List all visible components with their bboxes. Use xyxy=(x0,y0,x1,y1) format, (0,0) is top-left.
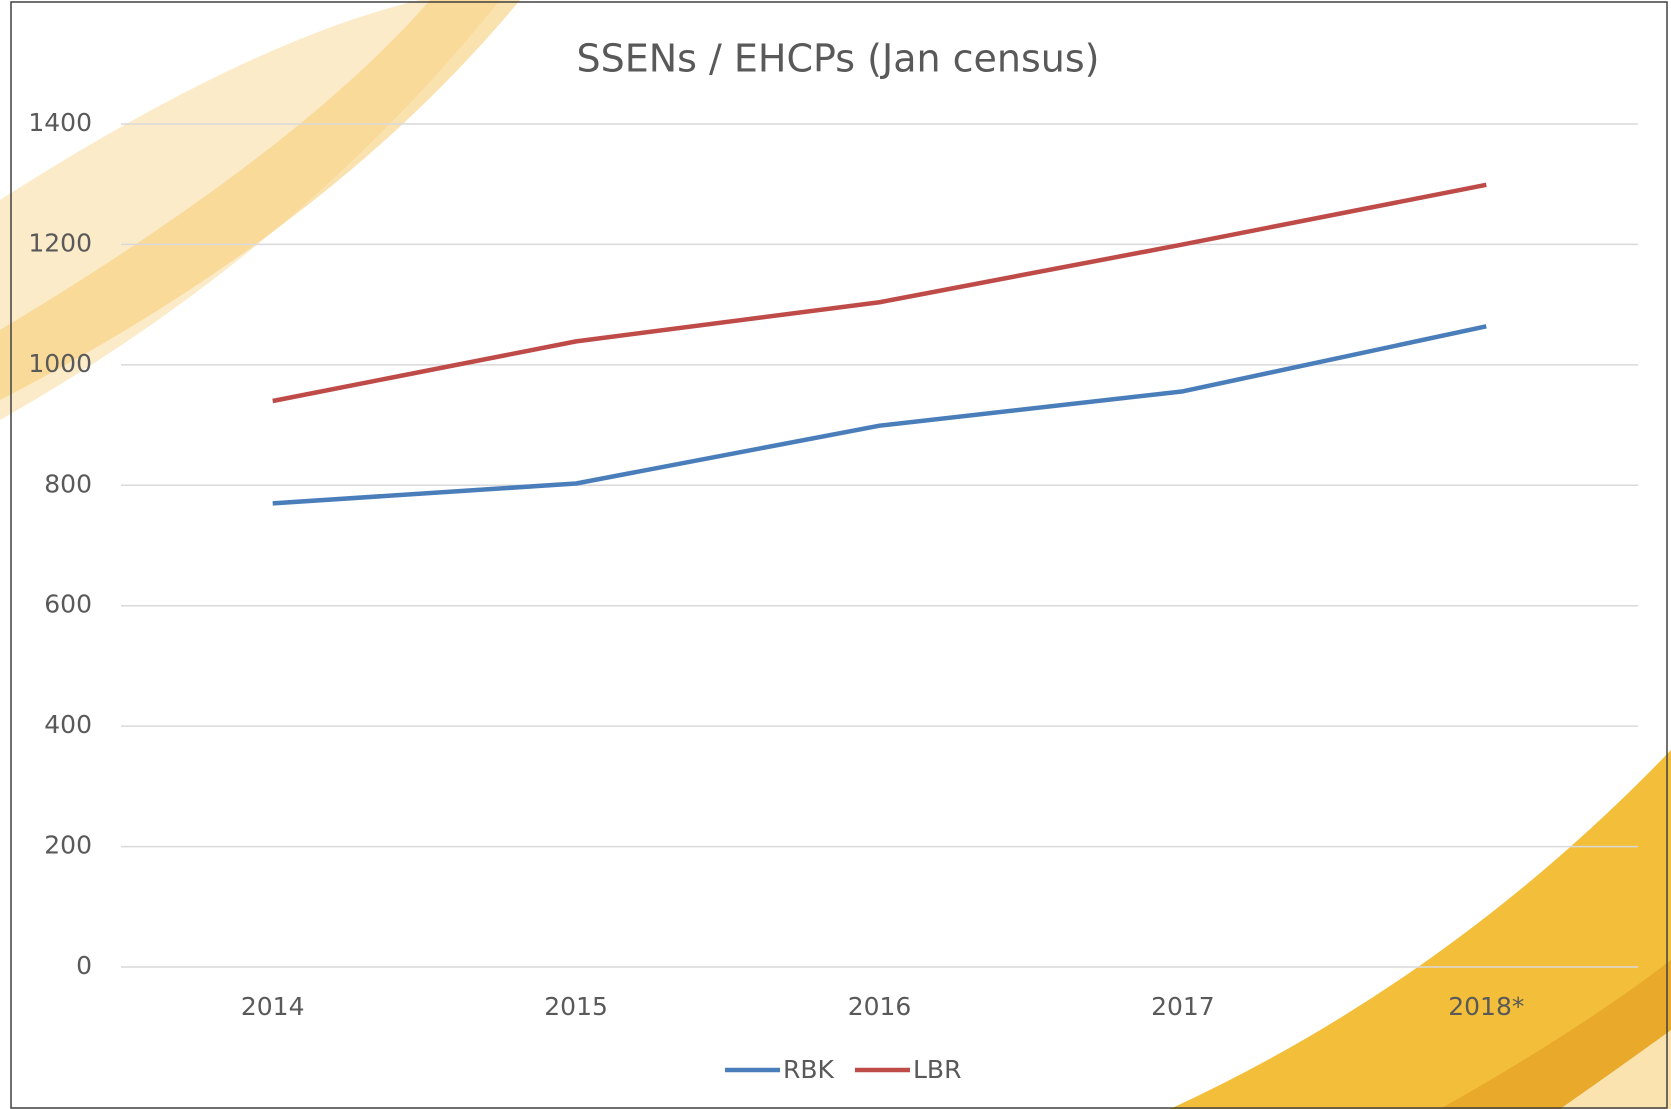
chart-border xyxy=(10,1,1668,1109)
y-tick-label: 1000 xyxy=(28,349,92,378)
y-tick-label: 1400 xyxy=(28,108,92,137)
series-line xyxy=(272,324,1487,506)
series-line xyxy=(272,182,1487,404)
y-tick-label: 1200 xyxy=(28,228,92,257)
y-tick-label: 600 xyxy=(44,590,92,619)
x-tick-label: 2017 xyxy=(1151,992,1215,1021)
legend-label: RBK xyxy=(783,1055,835,1084)
x-tick-label: 2016 xyxy=(848,992,912,1021)
y-tick-label: 0 xyxy=(76,951,92,980)
y-tick-label: 400 xyxy=(44,710,92,739)
y-tick-label: 800 xyxy=(44,469,92,498)
x-tick-label: 2014 xyxy=(241,992,305,1021)
legend-label: LBR xyxy=(913,1055,961,1084)
chart-title: SSENs / EHCPs (Jan census) xyxy=(576,37,1099,81)
y-tick-label: 200 xyxy=(44,831,92,860)
x-tick-label: 2015 xyxy=(544,992,608,1021)
x-tick-label: 2018* xyxy=(1448,992,1524,1021)
